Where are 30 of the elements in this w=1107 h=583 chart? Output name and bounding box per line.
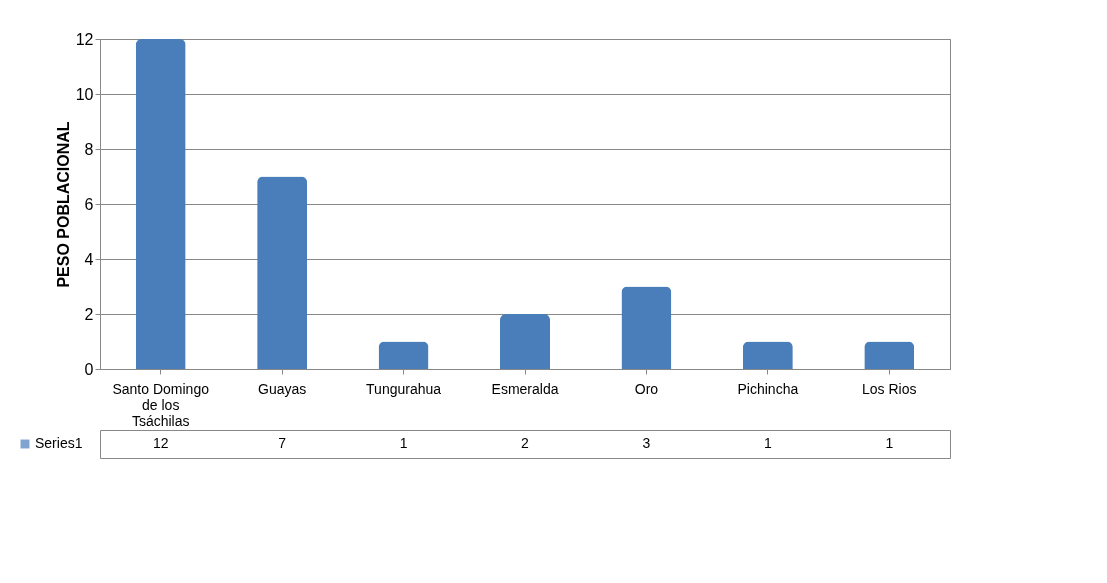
data-label: 1	[763, 435, 772, 451]
data-label: 2	[521, 435, 530, 451]
y-tick-label: 0	[84, 360, 94, 378]
y-tick-label: 12	[75, 30, 94, 48]
x-tick-label: Guayas	[258, 380, 307, 397]
data-label: 7	[278, 435, 287, 451]
y-tick-label: 6	[84, 195, 94, 213]
bar	[135, 39, 186, 369]
bar	[742, 341, 793, 369]
x-tick-label: Santo Domingo de los Tsáchilas	[112, 380, 210, 429]
legend-label: Series1	[35, 435, 83, 451]
data-label: 1	[885, 435, 894, 451]
bar	[864, 341, 915, 369]
x-tick-label: Oro	[634, 380, 659, 397]
x-tick-label: Tungurahua	[366, 380, 442, 397]
bar	[257, 176, 308, 369]
y-tick-label: 2	[84, 305, 94, 323]
y-tick-label: 8	[84, 140, 94, 158]
y-axis-title: PESO POBLACIONAL	[54, 121, 72, 288]
y-tick-label: 4	[84, 250, 94, 268]
x-tick-label: Los Rios	[862, 380, 917, 397]
y-tick-label: 10	[75, 85, 94, 103]
data-label: 12	[152, 435, 169, 451]
bar	[378, 341, 429, 369]
x-tick-label: Esmeralda	[491, 380, 559, 397]
data-label: 1	[399, 435, 408, 451]
bar	[500, 314, 550, 369]
x-tick-label: Pichincha	[737, 380, 799, 397]
data-label: 3	[642, 435, 651, 451]
bar	[621, 286, 672, 369]
